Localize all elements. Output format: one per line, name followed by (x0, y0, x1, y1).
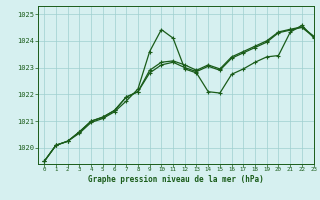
X-axis label: Graphe pression niveau de la mer (hPa): Graphe pression niveau de la mer (hPa) (88, 175, 264, 184)
